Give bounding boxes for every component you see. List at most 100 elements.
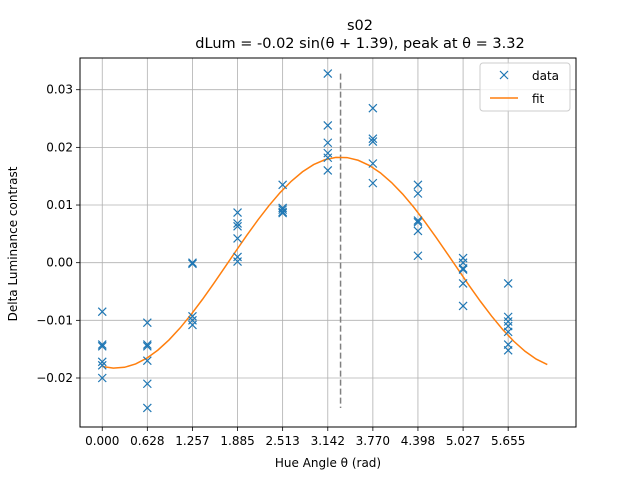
data-point: [233, 208, 242, 217]
y-tick-label: −0.01: [36, 313, 73, 327]
data-point: [97, 307, 107, 317]
data-point: [97, 340, 107, 349]
data-point: [413, 226, 423, 236]
data-point-stroke: [413, 251, 423, 261]
data-point-stroke: [458, 265, 468, 275]
legend-frame: [479, 62, 571, 112]
data-point-stroke: [233, 234, 242, 243]
data-point-stroke: [97, 373, 107, 383]
data-point: [458, 279, 468, 288]
data-point: [142, 403, 152, 413]
data-point-stroke: [278, 205, 288, 215]
data-point-stroke: [458, 264, 468, 273]
data-point: [368, 137, 378, 147]
fit-line: [102, 156, 548, 369]
data-point: [142, 341, 152, 351]
data-point: [278, 207, 288, 217]
data-point: [323, 69, 333, 78]
x-tick-label: 1.885: [220, 434, 254, 448]
data-point: [503, 279, 513, 288]
data-point: [323, 166, 333, 175]
data-point: [97, 341, 107, 351]
data-point-stroke: [368, 137, 378, 147]
data-point: [97, 360, 107, 370]
data-point-stroke: [323, 138, 333, 148]
x-axis-label: Hue Angle θ (rad): [275, 456, 381, 470]
series: [97, 69, 548, 413]
grid: [80, 58, 576, 427]
data-point-stroke: [368, 178, 378, 188]
data-point: [142, 340, 152, 349]
data-point-stroke: [233, 257, 242, 266]
data-point-stroke: [97, 340, 107, 349]
legend: data fit: [479, 62, 571, 112]
data-point-stroke: [278, 208, 288, 218]
data-point-stroke: [97, 307, 107, 317]
x-tick-label: 0.628: [130, 434, 164, 448]
data-point: [142, 318, 152, 328]
x-tick-label: 5.027: [446, 434, 480, 448]
legend-label-data: data: [532, 69, 559, 83]
data-point-stroke: [368, 103, 378, 113]
data-point-stroke: [413, 226, 423, 236]
data-point-stroke: [188, 311, 197, 321]
data-point: [413, 189, 423, 198]
data-point-stroke: [503, 345, 513, 355]
data-point-stroke: [142, 341, 152, 351]
data-point-stroke: [142, 379, 152, 389]
data-point-stroke: [188, 258, 197, 268]
data-point-stroke: [413, 216, 423, 226]
data-point-stroke: [503, 279, 513, 288]
data-point: [458, 265, 468, 275]
data-point-stroke: [413, 189, 423, 198]
data-point-stroke: [323, 166, 333, 175]
y-tick-label: 0.02: [46, 140, 73, 154]
chart-subtitle: dLum = -0.02 sin(θ + 1.39), peak at θ = …: [195, 36, 524, 52]
legend-data-marker: [499, 70, 509, 80]
data-point: [368, 178, 378, 188]
data-point: [278, 208, 288, 218]
data-point: [503, 345, 513, 355]
data-point: [97, 373, 107, 383]
data-point: [188, 258, 197, 268]
data-point-stroke: [413, 180, 423, 190]
data-point: [368, 159, 378, 168]
x-axis-ticks: 0.000 0.628 1.257 1.885 2.513 3.142 3.770 4.398…: [85, 427, 525, 448]
chart-title: s02: [347, 18, 373, 34]
data-point: [458, 264, 468, 273]
data-point: [142, 379, 152, 389]
data-point-stroke: [233, 219, 242, 228]
data-point-stroke: [188, 320, 197, 330]
data-point: [97, 357, 107, 367]
data-point: [278, 205, 288, 215]
data-point: [323, 121, 333, 130]
data-point: [413, 251, 423, 261]
legend-label-fit: fit: [532, 92, 545, 106]
data-point: [368, 103, 378, 113]
data-point-stroke: [323, 121, 333, 130]
data-point: [413, 180, 423, 190]
x-tick-label: 4.398: [401, 434, 435, 448]
data-point: [233, 221, 242, 231]
y-tick-label: 0.03: [46, 83, 73, 97]
data-point-stroke: [323, 69, 333, 78]
x-tick-label: 3.142: [311, 434, 345, 448]
data-point: [233, 219, 242, 228]
data-point: [233, 234, 242, 243]
x-tick-label: 1.257: [175, 434, 209, 448]
data-point-stroke: [278, 207, 288, 217]
data-point-stroke: [458, 301, 468, 311]
data-point: [413, 217, 423, 227]
data-point: [188, 259, 197, 269]
y-tick-label: 0.00: [46, 256, 73, 270]
data-point: [188, 320, 197, 330]
data-point: [142, 356, 152, 366]
data-point-stroke: [278, 180, 288, 190]
data-point-stroke: [368, 159, 378, 168]
data-point-stroke: [233, 221, 242, 231]
data-point-stroke: [188, 259, 197, 269]
data-point-stroke: [142, 356, 152, 366]
data-point-stroke: [97, 357, 107, 367]
data-point-stroke: [503, 327, 513, 337]
